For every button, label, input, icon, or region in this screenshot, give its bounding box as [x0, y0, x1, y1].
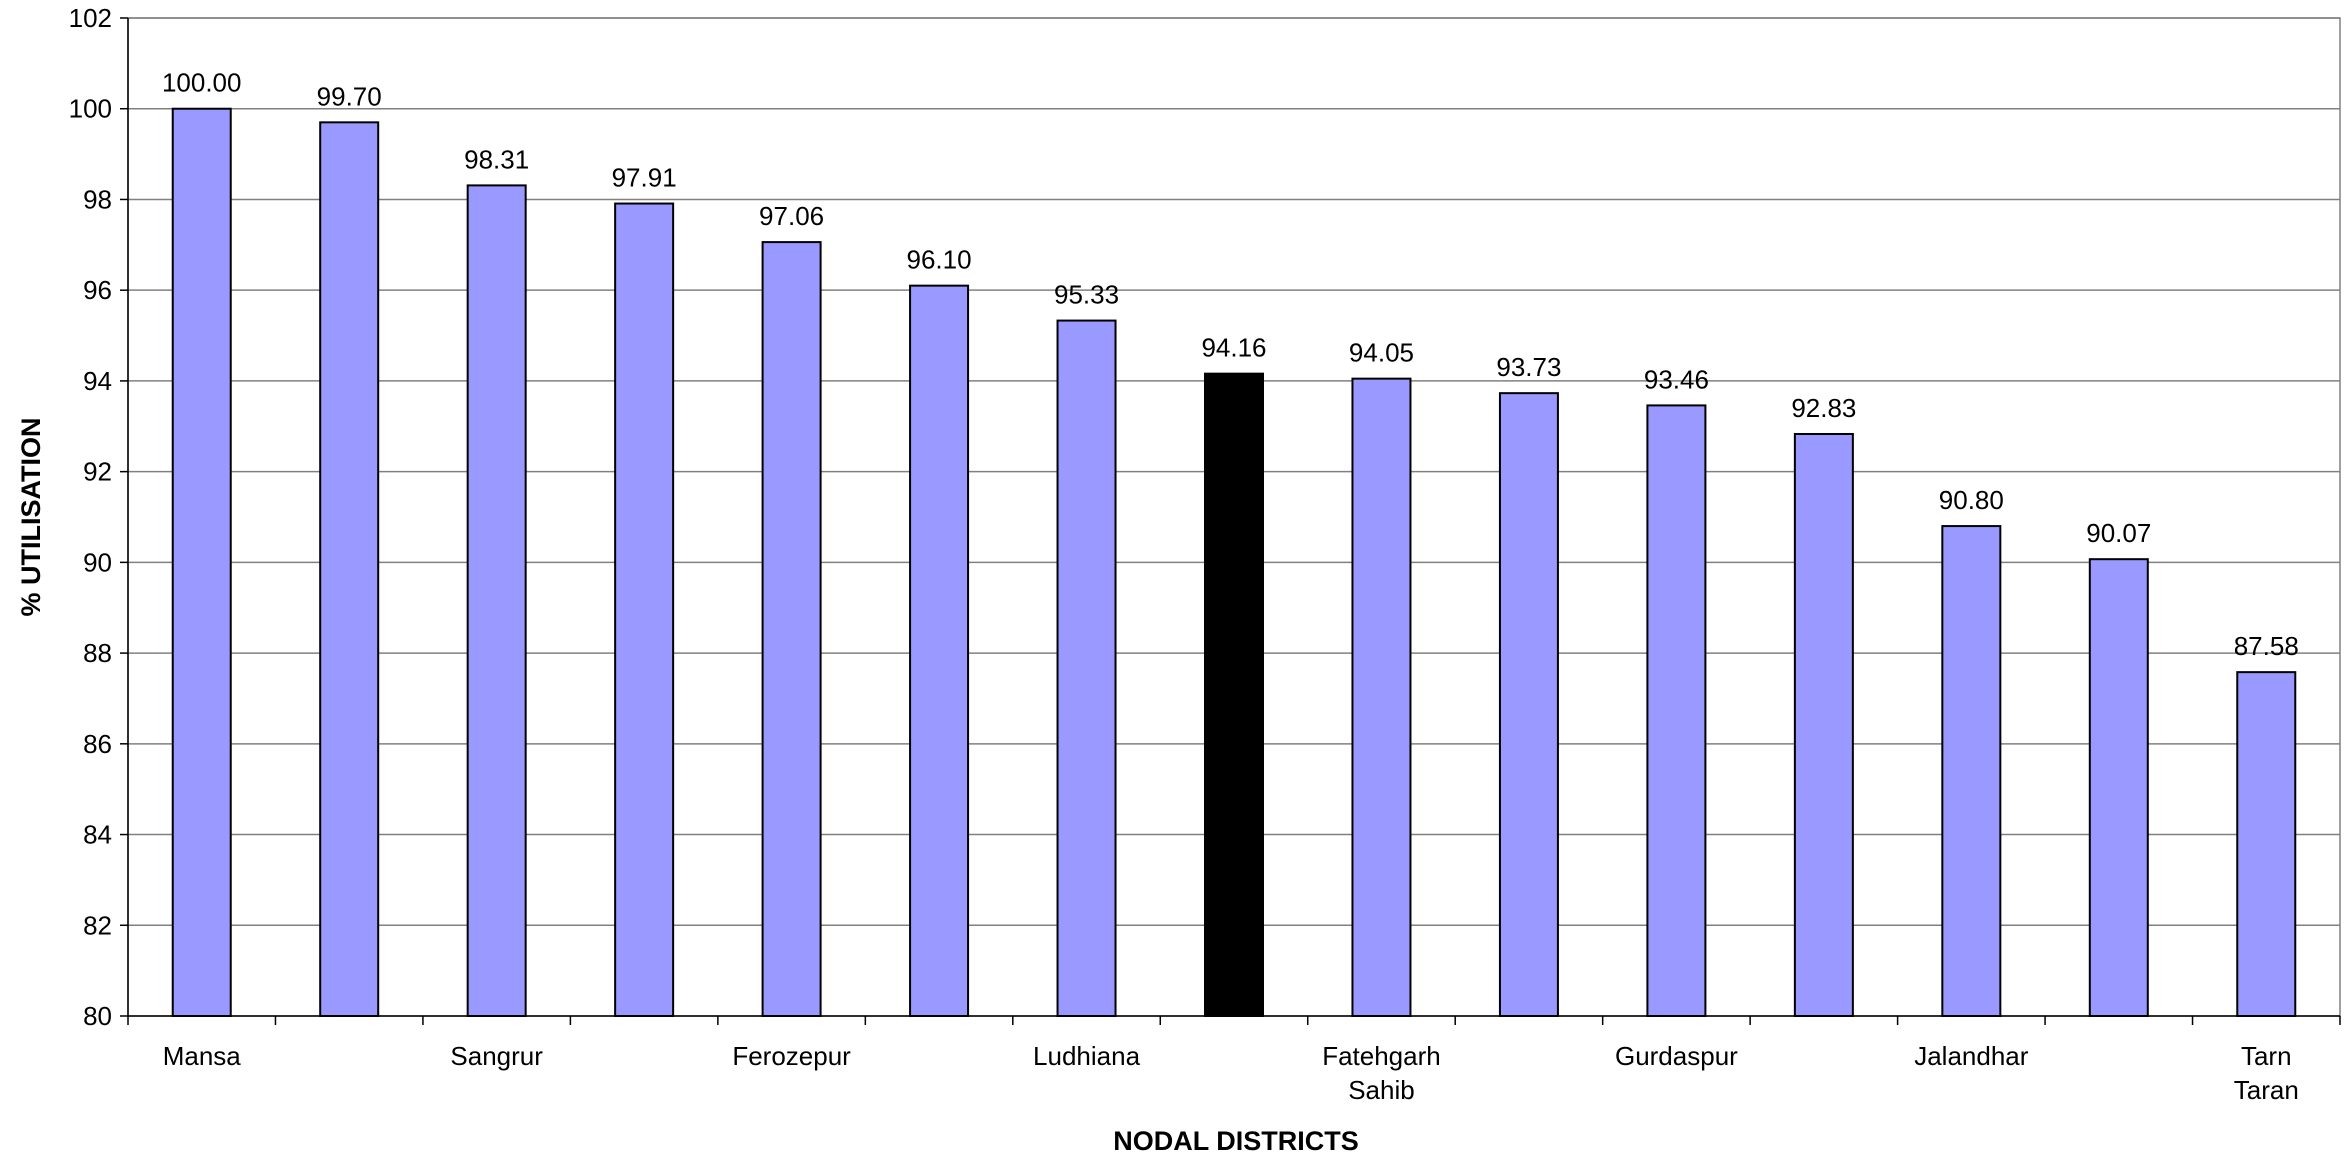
y-tick-label: 96 [83, 275, 112, 305]
y-tick-label: 80 [83, 1001, 112, 1031]
bar [1498, 392, 1559, 1017]
y-tick-label: 90 [83, 547, 112, 577]
x-category-label-line: Sangrur [450, 1041, 543, 1071]
x-category-label-line: Tarn [2241, 1041, 2292, 1071]
y-tick-label: 94 [83, 366, 112, 396]
bar [1941, 525, 2002, 1018]
y-tick-label: 86 [83, 729, 112, 759]
bar [171, 107, 232, 1017]
x-category-label-line: Gurdaspur [1615, 1041, 1738, 1071]
x-category-label-line: Fatehgarh [1322, 1041, 1441, 1071]
y-tick-label: 84 [83, 820, 112, 850]
y-tick-label: 88 [83, 638, 112, 668]
x-category-label-line: Mansa [163, 1041, 242, 1071]
x-category-label-line: Jalandhar [1914, 1041, 2029, 1071]
bar [466, 184, 527, 1017]
data-label: 99.70 [317, 81, 382, 111]
axes [120, 17, 2341, 1025]
x-category-label: Fatehgarh Sahib [1322, 1041, 1441, 1105]
bar [2088, 558, 2149, 1017]
y-tick-label: 98 [83, 184, 112, 214]
x-category-label-line: Ferozepur [732, 1041, 851, 1071]
y-tick-label: 92 [83, 457, 112, 487]
data-label: 97.06 [759, 201, 824, 231]
data-label: 95.33 [1054, 280, 1119, 310]
data-label: 94.16 [1201, 333, 1266, 363]
y-axis-title: % UTILISATION [16, 418, 46, 617]
x-category-label: Jalandhar [1914, 1041, 2029, 1071]
data-label: 93.46 [1644, 364, 1709, 394]
data-label: 93.73 [1496, 352, 1561, 382]
data-label: 96.10 [907, 245, 972, 275]
x-category-label: Sangrur [450, 1041, 543, 1071]
bar [614, 202, 675, 1017]
x-category-label: Ludhiana [1033, 1041, 1141, 1071]
bar [1351, 377, 1412, 1017]
bar [2236, 671, 2297, 1017]
bar [1793, 432, 1854, 1017]
bar [761, 241, 822, 1017]
x-category-label: Mansa [163, 1041, 242, 1071]
data-label: 92.83 [1791, 393, 1856, 423]
x-category-label-line: Taran [2234, 1075, 2299, 1105]
y-tick-label: 102 [69, 3, 112, 33]
data-label: 90.07 [2086, 518, 2151, 548]
y-tick-label: 82 [83, 910, 112, 940]
x-category-label-line: Ludhiana [1033, 1041, 1141, 1071]
labels: 80 82 84 86 88 90 92 94 96 98 100 102 100.00 Mansa 99.… [69, 3, 2299, 1105]
y-tick-label: 100 [69, 94, 112, 124]
data-label: 94.05 [1349, 338, 1414, 368]
bar [1056, 319, 1117, 1017]
x-category-label-line: Sahib [1348, 1075, 1415, 1105]
bars [171, 107, 2297, 1018]
x-axis-title: NODAL DISTRICTS [1113, 1126, 1359, 1156]
x-category-label: Tarn Taran [2234, 1041, 2299, 1105]
bar [909, 284, 970, 1017]
data-label: 98.31 [464, 144, 529, 174]
bar [1646, 404, 1707, 1017]
bar [319, 121, 380, 1017]
data-label: 90.80 [1939, 485, 2004, 515]
x-category-label: Gurdaspur [1615, 1041, 1738, 1071]
data-label: 87.58 [2234, 631, 2299, 661]
bar [1204, 372, 1264, 1018]
data-label: 100.00 [162, 68, 242, 98]
x-category-label: Ferozepur [732, 1041, 851, 1071]
data-label: 97.91 [612, 163, 677, 193]
